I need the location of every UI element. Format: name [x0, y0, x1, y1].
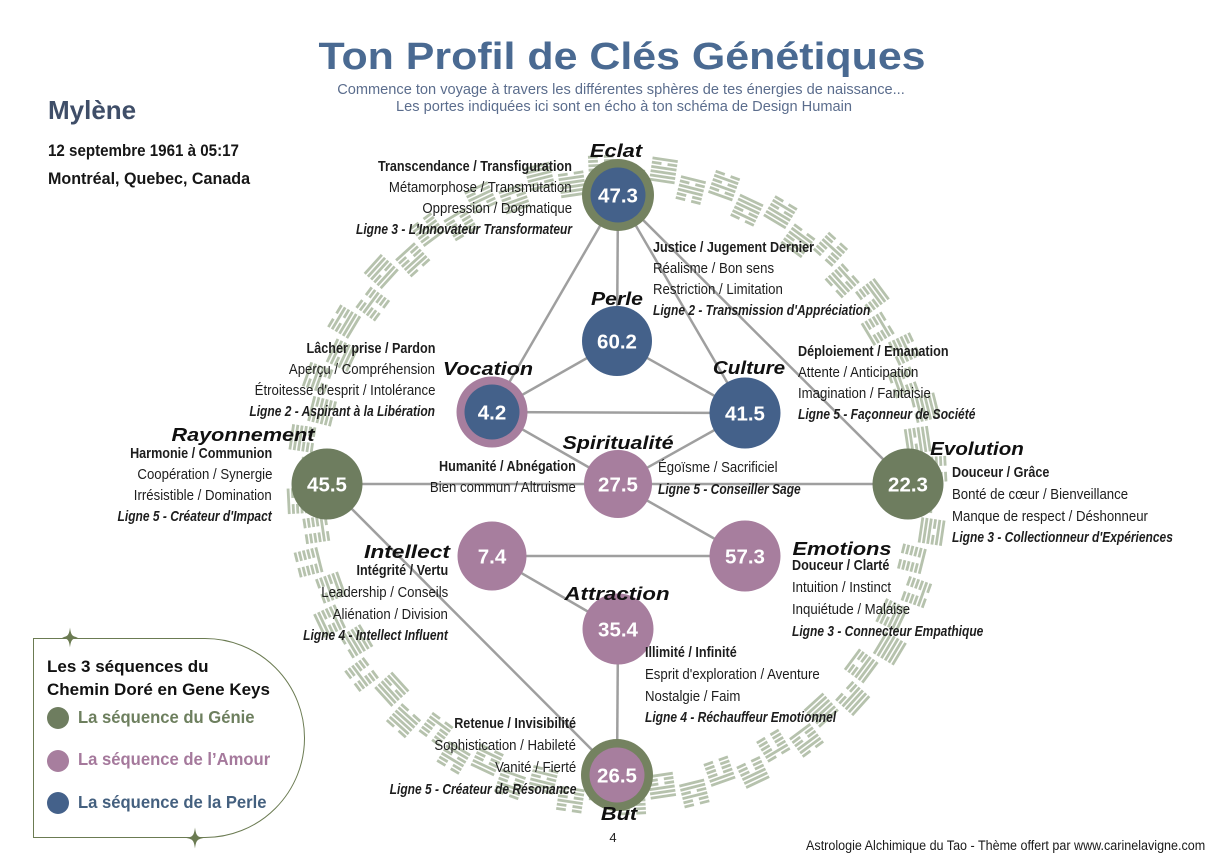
svg-text:41.5: 41.5 — [725, 403, 765, 426]
svg-text:22.3: 22.3 — [888, 474, 928, 497]
svg-text:47.3: 47.3 — [598, 185, 638, 208]
svg-text:4.2: 4.2 — [478, 402, 507, 425]
svg-text:35.4: 35.4 — [598, 619, 638, 642]
svg-text:60.2: 60.2 — [597, 331, 637, 354]
svg-text:45.5: 45.5 — [307, 474, 347, 497]
svg-text:27.5: 27.5 — [598, 474, 638, 497]
svg-text:7.4: 7.4 — [478, 546, 507, 569]
svg-text:26.5: 26.5 — [597, 765, 637, 788]
svg-text:57.3: 57.3 — [725, 546, 765, 569]
